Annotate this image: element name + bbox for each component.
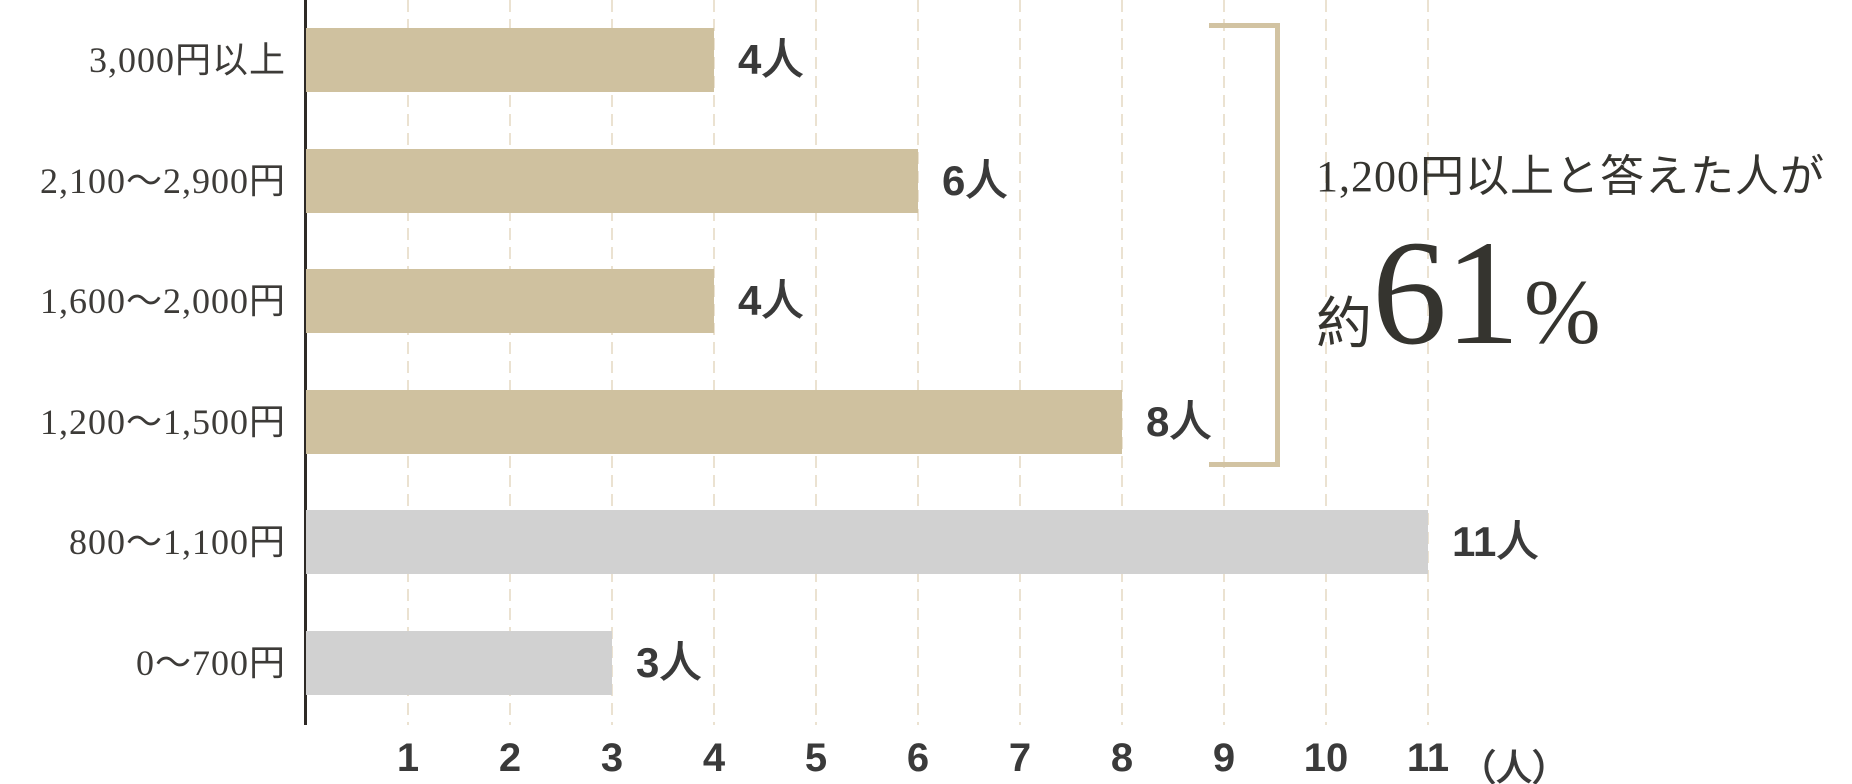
category-label: 2,100〜2,900円	[39, 160, 286, 201]
bar-800〜1,100円	[306, 510, 1428, 575]
x-tick-7: 7	[1008, 736, 1032, 780]
percent-sign: %	[1524, 261, 1601, 363]
gridline-6	[917, 0, 919, 725]
bar-3,000円以上	[306, 28, 714, 92]
gridline-9	[1223, 0, 1225, 725]
bar-0〜700円	[306, 631, 612, 695]
annotation-block: 1,200円以上と答えた人が 約 61 %	[1316, 140, 1825, 368]
gridline-5	[815, 0, 817, 725]
x-tick-5: 5	[804, 736, 828, 780]
bar-2,100〜2,900円	[306, 148, 918, 213]
value-label: 8人	[1146, 397, 1212, 445]
x-tick-11: 11	[1406, 736, 1450, 780]
x-tick-4: 4	[702, 736, 726, 780]
x-tick-9: 9	[1212, 736, 1236, 780]
value-label: 4人	[738, 277, 804, 325]
approx-prefix: 約	[1316, 294, 1372, 356]
annotation-text: 1,200円以上と答えた人が	[1316, 152, 1825, 201]
category-label: 1,200〜1,500円	[39, 401, 286, 442]
gridline-8	[1121, 0, 1123, 725]
annotation-percentage: 約 61 %	[1316, 218, 1601, 368]
x-tick-3: 3	[600, 736, 624, 780]
percent-value: 61	[1372, 210, 1520, 376]
value-label: 6人	[942, 156, 1008, 204]
category-label: 800〜1,100円	[68, 522, 286, 563]
gridline-2	[509, 0, 511, 725]
category-label: 0〜700円	[135, 643, 286, 683]
gridline-1	[407, 0, 409, 725]
x-tick-1: 1	[396, 736, 420, 780]
x-tick-8: 8	[1110, 736, 1134, 780]
x-tick-2: 2	[498, 736, 522, 780]
category-label: 1,600〜2,000円	[39, 281, 286, 322]
x-tick-6: 6	[906, 736, 930, 780]
value-label: 11人	[1452, 518, 1539, 566]
x-axis-unit-label: （人）	[1460, 747, 1569, 784]
bar-1,600〜2,000円	[306, 269, 714, 334]
category-label: 3,000円以上	[88, 40, 286, 80]
x-tick-10: 10	[1303, 736, 1349, 780]
gridline-7	[1019, 0, 1021, 725]
gridline-11	[1427, 0, 1429, 725]
y-axis-line	[304, 0, 307, 725]
gridline-3	[611, 0, 613, 725]
bar-1,200〜1,500円	[306, 389, 1122, 454]
gridline-4	[713, 0, 715, 725]
value-label: 4人	[738, 36, 804, 83]
gridline-10	[1325, 0, 1327, 725]
group-bracket	[1209, 23, 1280, 467]
value-label: 3人	[636, 639, 702, 686]
